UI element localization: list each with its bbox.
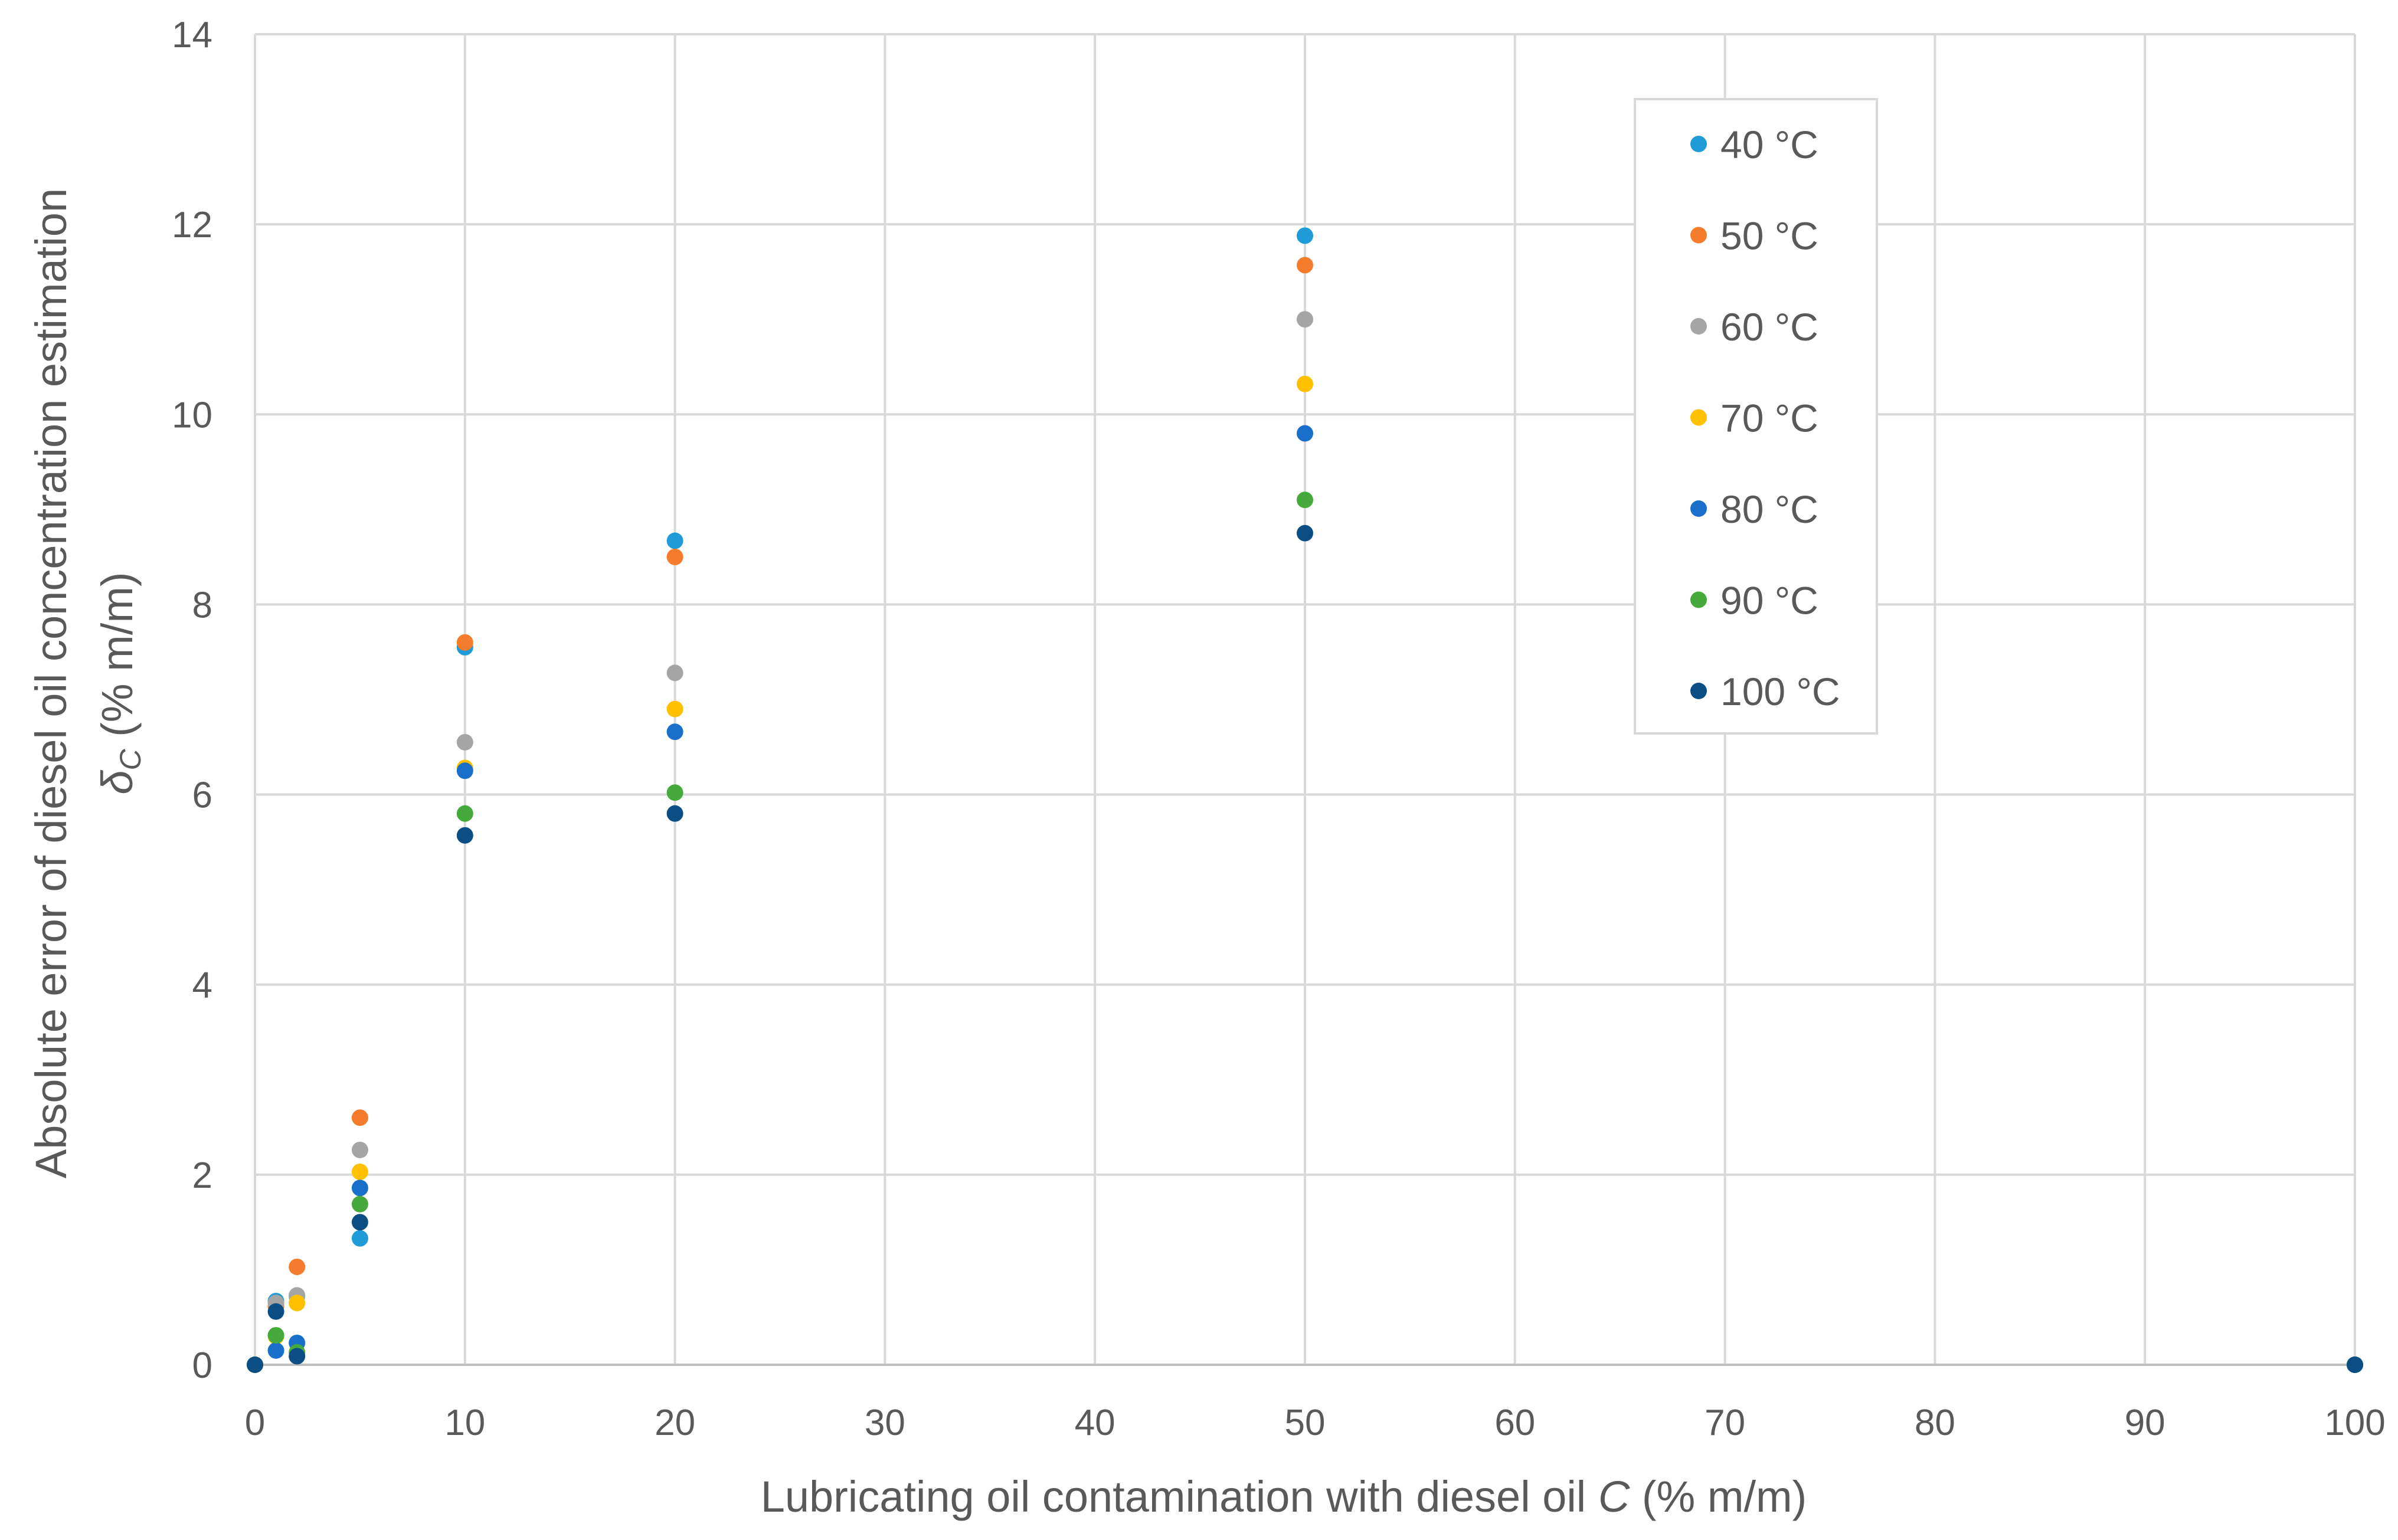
data-point	[456, 762, 473, 779]
legend-label: 70 °C	[1720, 397, 1818, 440]
legend-label: 100 °C	[1720, 670, 1840, 713]
data-point	[351, 1164, 368, 1181]
data-point	[1297, 525, 1313, 542]
data-point	[289, 1295, 306, 1312]
y-tick-label: 14	[172, 15, 212, 55]
x-tick-label: 100	[2324, 1403, 2385, 1443]
x-tick-label: 90	[2125, 1403, 2165, 1443]
x-tick-label: 60	[1494, 1403, 1535, 1443]
y-tick-label: 10	[172, 395, 212, 435]
data-point	[456, 634, 473, 651]
legend-label: 90 °C	[1720, 579, 1818, 622]
x-tick-label: 80	[1915, 1403, 1955, 1443]
y-axis-title: Absolute error of diesel oil concentrati…	[27, 188, 147, 1178]
data-point	[666, 805, 683, 822]
y-tick-label: 2	[192, 1155, 212, 1196]
y-tick-label: 4	[192, 965, 212, 1006]
data-point	[666, 532, 683, 549]
x-tick-label: 30	[865, 1403, 905, 1443]
data-point	[666, 548, 683, 565]
data-point	[351, 1141, 368, 1158]
data-point	[289, 1259, 306, 1276]
data-point	[351, 1179, 368, 1197]
data-point	[267, 1342, 284, 1359]
x-tick-label: 10	[444, 1403, 485, 1443]
data-point	[1297, 257, 1313, 274]
gridlines	[254, 33, 2356, 1365]
legend-marker	[1690, 409, 1707, 426]
data-point	[1297, 227, 1313, 244]
legend-box	[1634, 98, 1878, 735]
legend-label: 50 °C	[1720, 214, 1818, 258]
data-point	[351, 1109, 368, 1126]
y-tick-label: 12	[172, 205, 212, 245]
legend: 40 °C 50 °C 60 °C 70 °C 80 °C 90 °C 100 °C	[1634, 98, 1878, 735]
data-point	[351, 1230, 368, 1247]
legend-marker	[1690, 318, 1707, 335]
y-tick-label: 8	[192, 585, 212, 625]
legend-label: 60 °C	[1720, 305, 1818, 349]
legend-marker	[1690, 500, 1707, 517]
data-point	[351, 1195, 368, 1213]
y-tick-label: 6	[192, 775, 212, 816]
data-point	[267, 1327, 284, 1344]
legend-marker	[1690, 227, 1707, 244]
data-point	[666, 700, 683, 717]
series-100-c	[247, 525, 2363, 1373]
data-point	[456, 805, 473, 822]
x-axis-title: Lubricating oil contamination with diese…	[761, 1472, 1807, 1521]
x-tick-label: 40	[1075, 1403, 1115, 1443]
y-axis-title-line2: δC (% m/m)	[93, 572, 147, 794]
legend-label: 40 °C	[1720, 123, 1818, 166]
data-point	[666, 664, 683, 681]
y-axis-title-line1: Absolute error of diesel oil concentrati…	[27, 188, 76, 1178]
data-points	[247, 227, 2363, 1373]
data-point	[666, 784, 683, 801]
tick-labels: 0 2 4 6 8 10 12 14 0 10 20 30 40 50 60 70 80 90 100	[172, 15, 2386, 1443]
data-point	[1297, 311, 1313, 328]
x-tick-label: 20	[655, 1403, 695, 1443]
legend-marker	[1690, 136, 1707, 152]
legend-marker	[1690, 683, 1707, 699]
data-point	[289, 1348, 306, 1365]
data-point	[2347, 1356, 2363, 1373]
x-tick-label: 0	[245, 1403, 265, 1443]
legend-marker	[1690, 591, 1707, 608]
data-point	[1297, 425, 1313, 442]
x-tick-label: 50	[1285, 1403, 1326, 1443]
data-point	[1297, 375, 1313, 392]
data-point	[1297, 492, 1313, 509]
data-point	[351, 1214, 368, 1231]
data-point	[456, 733, 473, 751]
legend-label: 80 °C	[1720, 487, 1818, 531]
y-tick-label: 0	[192, 1345, 212, 1386]
data-point	[247, 1356, 263, 1373]
data-point	[267, 1303, 284, 1320]
data-point	[456, 827, 473, 844]
data-point	[666, 723, 683, 740]
x-tick-label: 70	[1705, 1403, 1745, 1443]
